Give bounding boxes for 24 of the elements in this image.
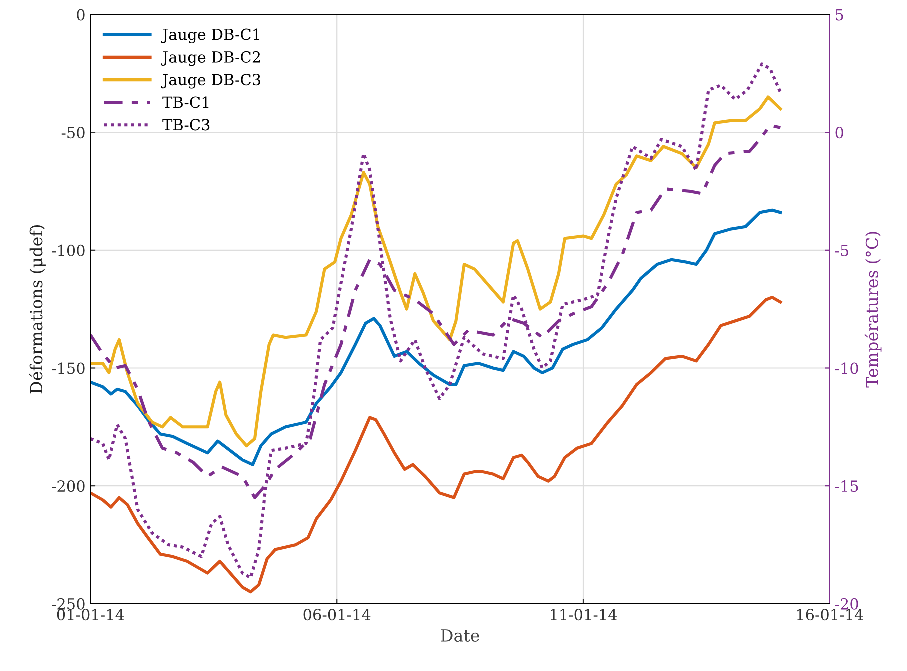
legend-label: Jauge DB-C2 — [161, 51, 260, 66]
y2-axis-title: Températures (°C) — [864, 232, 882, 388]
y2-tick-label: -20 — [835, 598, 858, 610]
y-tick-label: -50 — [62, 127, 85, 139]
legend-label: TB-C3 — [162, 119, 210, 131]
y-tick-label: -250 — [52, 598, 85, 610]
x-tick-label: 16-01-14 — [797, 609, 864, 621]
y-tick-label: -200 — [52, 480, 85, 492]
y-tick-label: 0 — [77, 9, 85, 21]
x-axis-title: Date — [441, 630, 480, 642]
y2-tick-label: -15 — [835, 480, 858, 492]
y-axis-title: Déformations (μdef) — [29, 225, 46, 394]
y-tick-label: -150 — [52, 362, 85, 374]
x-tick-label: 06-01-14 — [304, 609, 371, 621]
y2-tick-label: -5 — [835, 245, 848, 256]
x-tick-label: 11-01-14 — [551, 609, 618, 621]
legend-label: Jauge DB-C3 — [161, 74, 260, 89]
y2-tick-label: 0 — [836, 127, 844, 139]
x-tick-label: 01-01-14 — [57, 609, 124, 621]
legend-label: Jauge DB-C1 — [161, 28, 260, 44]
y2-tick-label: -10 — [835, 362, 858, 374]
legend-label: TB-C1 — [162, 96, 209, 108]
y-tick-label: -100 — [52, 244, 85, 256]
y2-tick-label: 5 — [836, 9, 844, 21]
